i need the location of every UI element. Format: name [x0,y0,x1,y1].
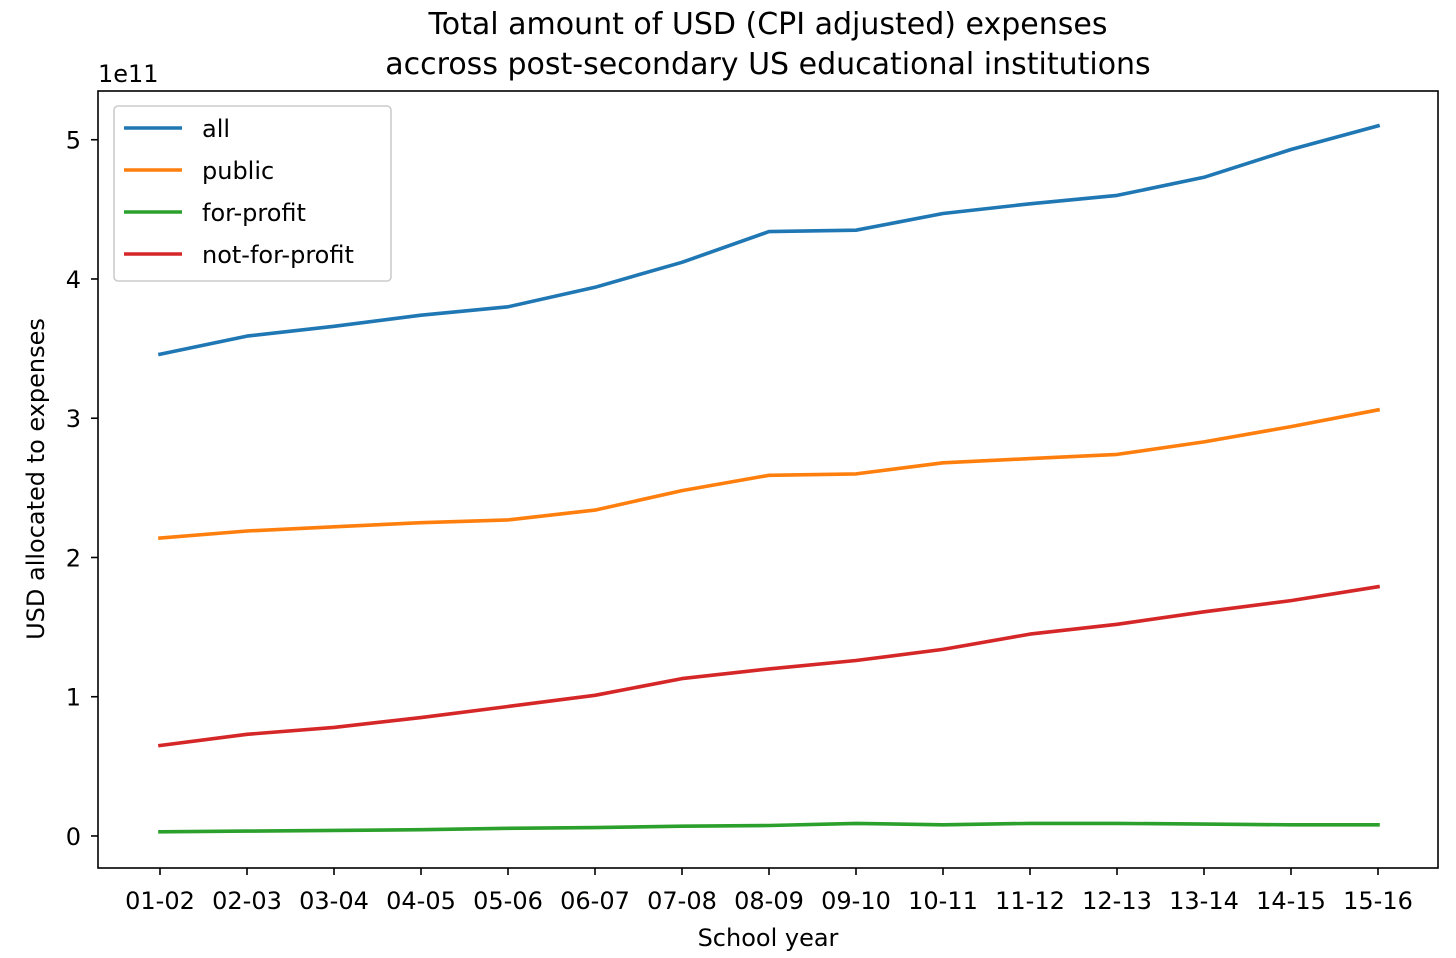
series-line-not-for-profit [157,584,1381,748]
legend: all public for-profit not-for-profit [113,105,392,282]
y-tick-label: 4 [66,266,81,294]
legend-label-all: all [202,115,230,143]
x-tick-label: 06-07 [560,887,630,915]
legend-label-not-for-profit: not-for-profit [202,241,354,269]
x-tick-label: 01-02 [125,887,195,915]
x-tick-label: 11-12 [995,887,1065,915]
x-axis-label: School year [698,924,839,952]
x-tick-label: 02-03 [212,887,282,915]
chart-title-line-2: accross post-secondary US educational in… [385,47,1150,82]
chart-title-line-1: Total amount of USD (CPI adjusted) expen… [428,7,1108,42]
legend-label-for-profit: for-profit [202,199,306,227]
x-tick-label: 04-05 [386,887,456,915]
y-axis-offset-label: 1e11 [98,60,159,88]
y-tick-label: 0 [66,823,81,851]
y-tick-label: 1 [66,684,81,712]
series-line-public [158,407,1381,540]
x-tick-label: 12-13 [1082,887,1152,915]
x-tick-label: 15-16 [1343,887,1413,915]
x-tick-label: 14-15 [1256,887,1326,915]
plot-area [157,123,1381,834]
legend-frame [113,105,392,282]
y-tick-label: 2 [66,544,81,572]
x-axis: 01-02 02-03 03-04 04-05 05-06 06-07 07-08 08-09… [125,868,1413,915]
x-tick-label: 10-11 [908,887,978,915]
series-line-for-profit [158,821,1380,834]
y-axis-label: USD allocated to expenses [22,318,50,640]
x-tick-label: 08-09 [734,887,804,915]
x-tick-label: 07-08 [647,887,717,915]
y-axis: 0 1 2 3 4 5 [66,127,98,851]
x-tick-label: 09-10 [821,887,891,915]
x-tick-label: 13-14 [1169,887,1239,915]
series-line-all [157,123,1381,357]
plot-frame [97,90,1439,869]
x-tick-label: 05-06 [473,887,543,915]
x-tick-label: 03-04 [299,887,369,915]
y-tick-label: 5 [66,127,81,155]
y-tick-label: 3 [66,405,81,433]
legend-label-public: public [202,157,274,185]
